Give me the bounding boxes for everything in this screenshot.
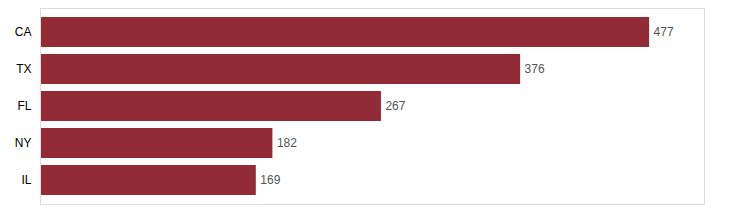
svg-text:267: 267: [385, 99, 405, 113]
svg-text:182: 182: [277, 136, 297, 150]
svg-text:TX: TX: [16, 62, 31, 76]
svg-text:FL: FL: [17, 99, 31, 113]
svg-text:376: 376: [525, 62, 545, 76]
svg-text:477: 477: [654, 25, 674, 39]
svg-text:CA: CA: [15, 25, 32, 39]
svg-text:169: 169: [260, 173, 280, 187]
svg-text:NY: NY: [15, 136, 32, 150]
svg-text:IL: IL: [21, 173, 31, 187]
